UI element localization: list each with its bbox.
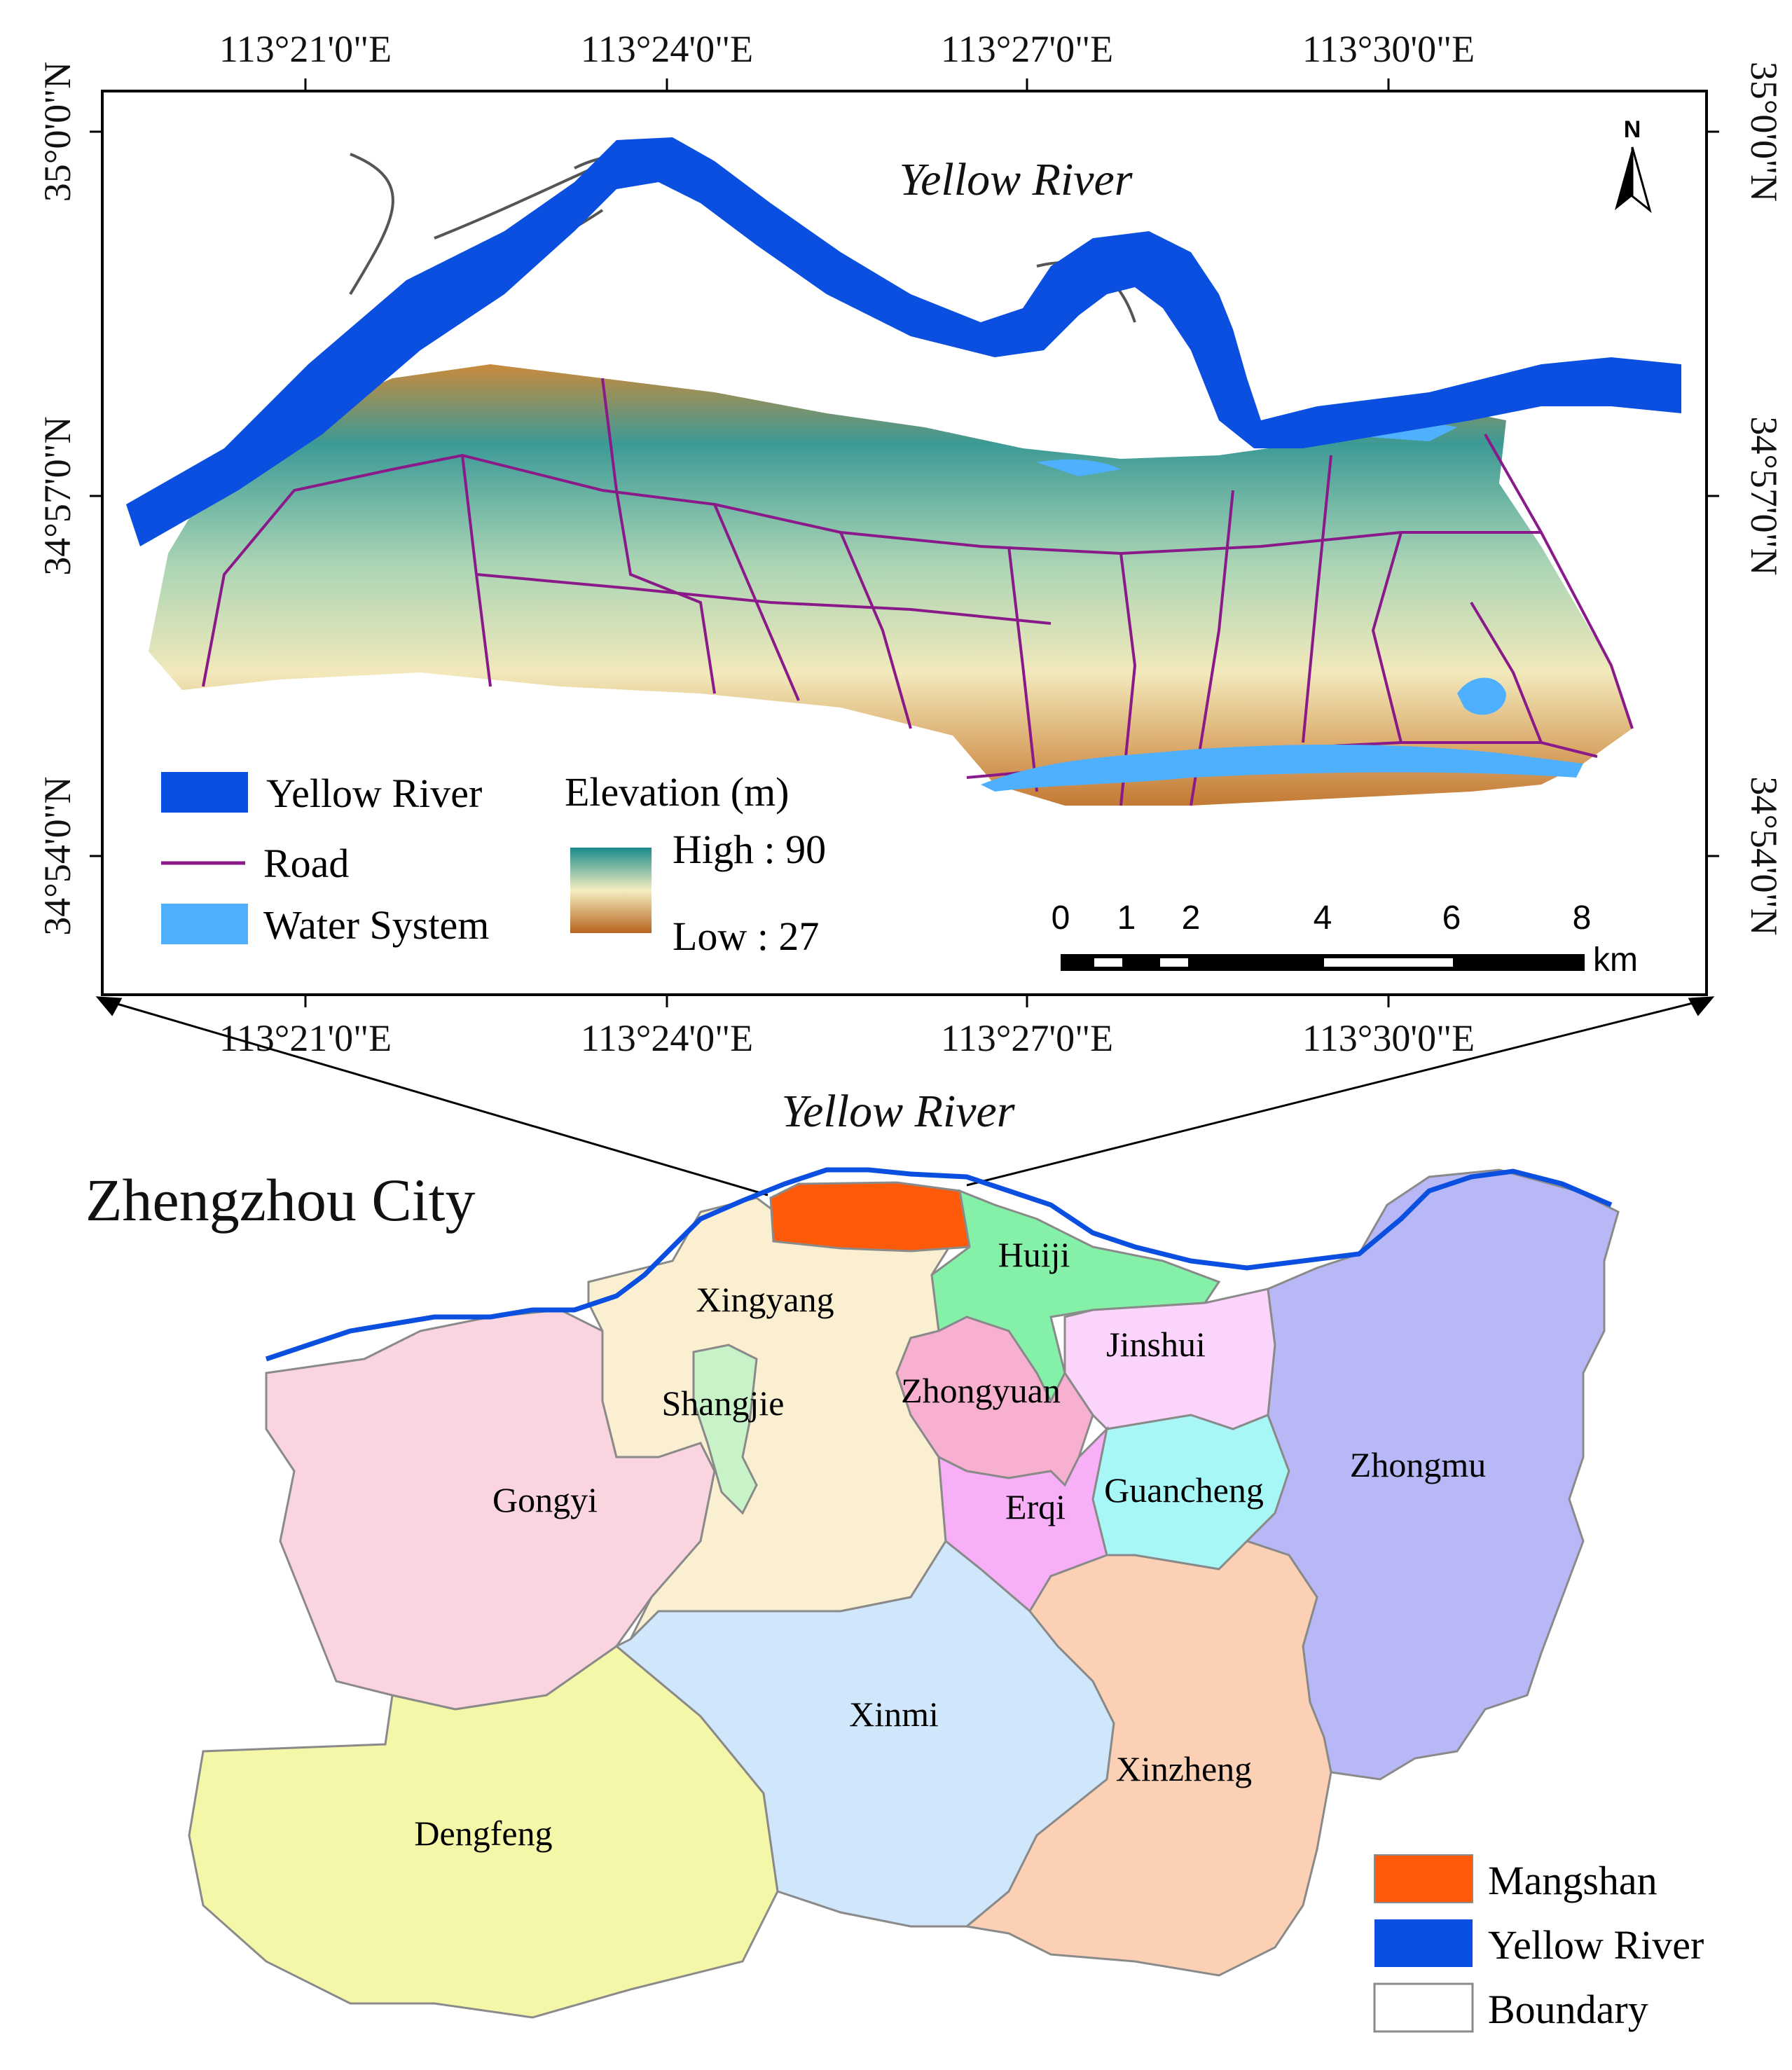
district-shangjie xyxy=(692,1344,758,1515)
legend-mangshan-swatch xyxy=(1374,1854,1473,1903)
lon-tick-label: 113°30'0"E xyxy=(1302,28,1475,70)
north-label: N xyxy=(1624,116,1641,143)
main-legend: Mangshan Yellow River Boundary xyxy=(1373,1854,1704,2033)
district-mangshan xyxy=(769,1181,971,1253)
north-arrow-icon: N xyxy=(1615,116,1652,214)
scale-bar: 0 1 2 4 6 8 km xyxy=(1052,899,1638,979)
water-system-pond xyxy=(1457,677,1506,715)
legend-label: Yellow River xyxy=(266,771,482,816)
inset-legend: Yellow River Road Water System Elevation… xyxy=(161,769,826,959)
lon-tick-label: 113°21'0"E xyxy=(219,1017,392,1059)
scale-unit: km xyxy=(1593,941,1638,979)
elevation-terrain xyxy=(149,364,1632,806)
legend-water-swatch xyxy=(161,904,248,944)
lat-tick-label: 35°0'0"N xyxy=(36,62,78,202)
lon-tick-label: 113°27'0"E xyxy=(941,28,1113,70)
roads xyxy=(202,378,1634,806)
lat-tick-label: 34°54'0"N xyxy=(1743,776,1785,935)
district-label: Zhongmu xyxy=(1350,1445,1486,1484)
district-huiji xyxy=(930,1189,1221,1404)
legend-boundary-swatch xyxy=(1373,1982,1474,2033)
district-map xyxy=(188,1168,1620,2019)
district-xinzheng xyxy=(964,1540,1332,1977)
main-river-label: Yellow River xyxy=(781,1086,1014,1137)
legend-elevation-low: Low : 27 xyxy=(673,913,819,959)
district-label: Dengfeng xyxy=(414,1814,552,1853)
district-label: Xingyang xyxy=(696,1280,834,1319)
legend-label: Boundary xyxy=(1488,1987,1648,2032)
scale-tick: 2 xyxy=(1182,899,1201,937)
lat-tick-label: 35°0'0"N xyxy=(1743,62,1785,202)
scale-tick: 4 xyxy=(1314,899,1332,937)
district-label: Gongyi xyxy=(492,1480,598,1519)
inset-ticks xyxy=(90,78,1719,1007)
legend-elevation-ramp xyxy=(570,848,652,933)
lat-tick-label: 34°57'0"N xyxy=(36,416,78,575)
lat-tick-label: 34°54'0"N xyxy=(36,776,78,935)
inset-connector xyxy=(95,996,1715,1196)
district-label: Zhongyuan xyxy=(901,1371,1061,1410)
scale-tick: 8 xyxy=(1573,899,1592,937)
yellow-river-inset xyxy=(126,137,1681,546)
scale-tick: 1 xyxy=(1117,899,1136,937)
district-label: Shangjie xyxy=(662,1384,785,1423)
inset-river-label: Yellow River xyxy=(899,154,1132,205)
city-title: Zhengzhou City xyxy=(85,1166,476,1234)
district-label: Xinzheng xyxy=(1116,1749,1252,1788)
lon-tick-label: 113°30'0"E xyxy=(1302,1017,1475,1059)
district-label: Huiji xyxy=(998,1235,1070,1274)
lon-tick-label: 113°27'0"E xyxy=(941,1017,1113,1059)
scale-tick: 0 xyxy=(1052,899,1070,937)
district-label: Xinmi xyxy=(849,1695,939,1734)
scale-tick: 6 xyxy=(1442,899,1461,937)
district-label: Guancheng xyxy=(1104,1470,1264,1510)
yellow-river-main xyxy=(265,1167,1613,1362)
legend-label: Yellow River xyxy=(1488,1922,1704,1968)
legend-label: Water System xyxy=(263,902,489,948)
lat-tick-label: 34°57'0"N xyxy=(1743,416,1785,575)
legend-label: Mangshan xyxy=(1488,1858,1657,1903)
legend-yellow-river-swatch xyxy=(1374,1919,1473,1967)
lon-tick-label: 113°21'0"E xyxy=(219,28,392,70)
district-labels: Xingyang Huiji Jinshui Zhongyuan Shangji… xyxy=(414,1235,1486,1853)
legend-label: Road xyxy=(263,841,349,886)
lon-tick-label: 113°24'0"E xyxy=(581,28,753,70)
legend-elevation-title: Elevation (m) xyxy=(565,769,790,815)
district-label: Jinshui xyxy=(1106,1325,1206,1364)
legend-yellow-river-swatch xyxy=(161,772,248,813)
inset-map: 113°21'0"E 113°24'0"E 113°27'0"E 113°30'… xyxy=(36,28,1785,1059)
lon-tick-label: 113°24'0"E xyxy=(581,1017,753,1059)
legend-elevation-high: High : 90 xyxy=(673,827,826,872)
district-label: Erqi xyxy=(1005,1487,1066,1526)
water-system xyxy=(981,745,1583,792)
